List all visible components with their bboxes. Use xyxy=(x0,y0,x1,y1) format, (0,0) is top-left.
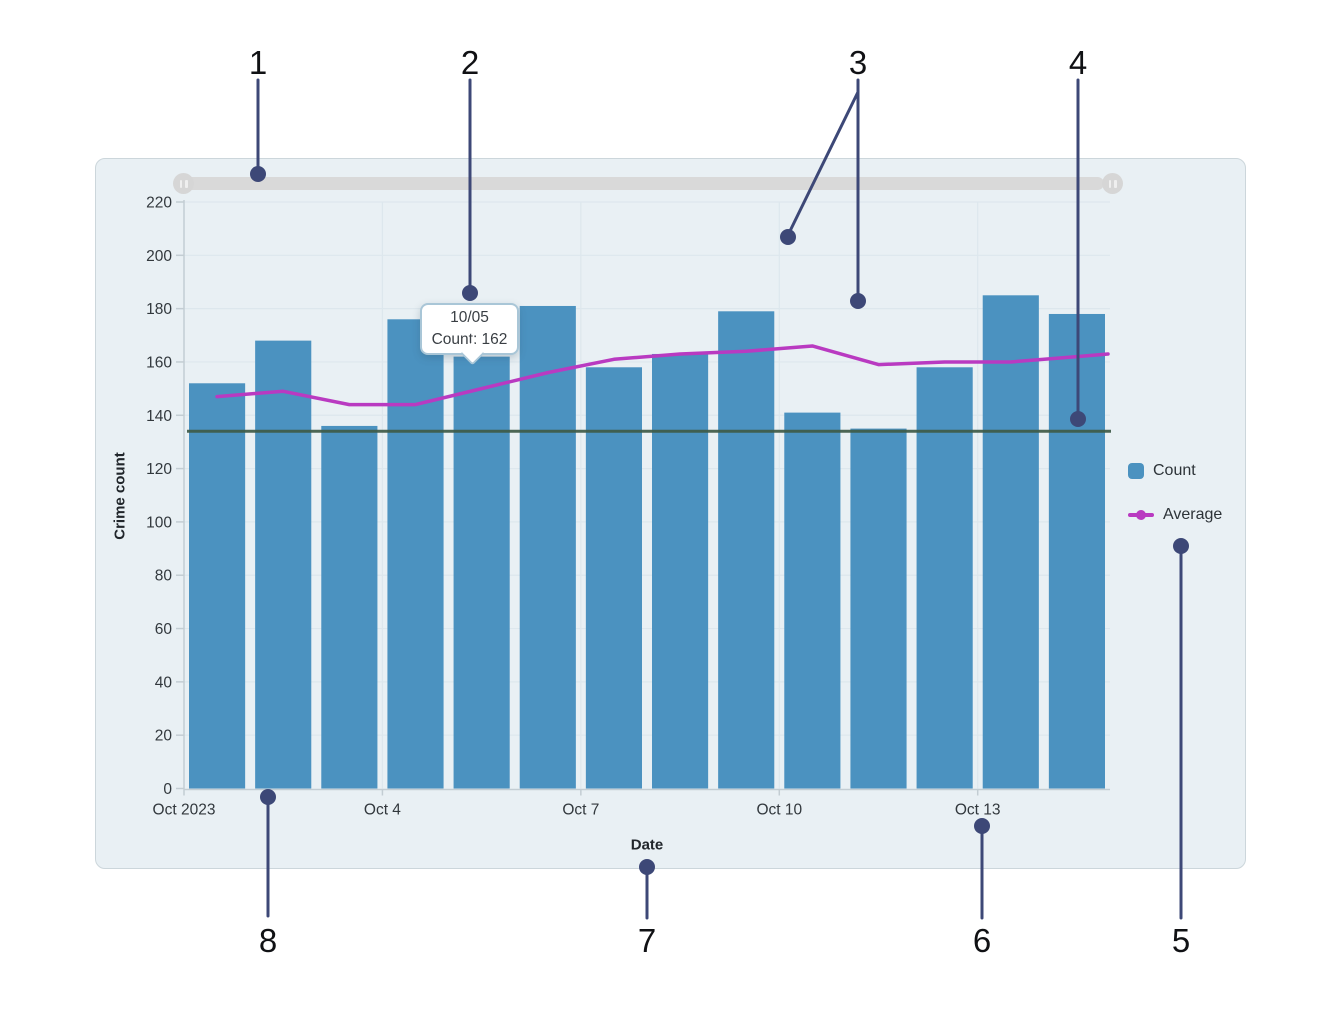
average-line-marker-icon xyxy=(1128,509,1154,520)
y-tick-label: 180 xyxy=(146,301,172,318)
average-line xyxy=(215,344,1110,407)
legend-item-average[interactable]: Average xyxy=(1128,506,1222,524)
tooltip: 10/05 Count: 162 xyxy=(420,303,519,366)
bar-oct-7[interactable] xyxy=(585,367,642,789)
y-tick-label: 220 xyxy=(146,195,172,212)
count-swatch-icon xyxy=(1128,463,1144,479)
x-tick-label: Oct 2023 xyxy=(153,802,216,819)
tooltip-date: 10/05 xyxy=(450,308,489,326)
callout-number-time-slider: 1 xyxy=(248,44,268,81)
bar-oct-4[interactable] xyxy=(387,319,444,789)
bar-oct-5[interactable] xyxy=(453,356,510,789)
legend-label: Count xyxy=(1153,462,1196,479)
bar-oct-2[interactable] xyxy=(255,340,312,789)
bar-oct-8[interactable] xyxy=(652,353,709,789)
y-tick-label: 60 xyxy=(155,621,173,638)
slider-left-handle[interactable] xyxy=(173,173,194,194)
y-tick-label: 140 xyxy=(146,408,172,425)
bar-oct-9[interactable] xyxy=(718,311,775,789)
x-tick-label: Oct 7 xyxy=(562,802,599,819)
callout-number-axis-line: 8 xyxy=(258,922,278,959)
bar-oct-13[interactable] xyxy=(982,295,1039,789)
slider-right-handle[interactable] xyxy=(1102,173,1123,194)
pause-icon xyxy=(1108,179,1117,188)
callout-number-axis-labels: 6 xyxy=(972,922,992,959)
callout-number-guide-line: 4 xyxy=(1068,44,1088,81)
y-tick-label: 100 xyxy=(146,514,172,531)
x-axis-title: Date xyxy=(630,836,664,854)
callout-number-axis-title: 7 xyxy=(637,922,657,959)
legend-label: Average xyxy=(1163,506,1223,523)
y-tick-label: 80 xyxy=(155,568,173,585)
y-tick-label: 40 xyxy=(155,674,173,691)
bar-oct-10[interactable] xyxy=(784,412,841,789)
y-tick-label: 120 xyxy=(146,461,172,478)
bar-oct-12[interactable] xyxy=(916,367,973,789)
time-slider-track[interactable] xyxy=(176,177,1104,190)
y-tick-label: 0 xyxy=(163,781,172,798)
callout-number-legend: 5 xyxy=(1171,922,1191,959)
callout-number-tooltip: 2 xyxy=(460,44,480,81)
y-tick-label: 20 xyxy=(155,728,173,745)
bar-oct-3[interactable] xyxy=(321,425,378,789)
x-tick-label: Oct 10 xyxy=(756,802,802,819)
x-tick-label: Oct 4 xyxy=(364,802,401,819)
bar-oct-11[interactable] xyxy=(850,428,907,789)
legend: Count Average xyxy=(1128,462,1222,524)
bar-oct-6[interactable] xyxy=(519,305,576,789)
x-tick-label: Oct 13 xyxy=(955,802,1001,819)
y-axis-title: Crime count xyxy=(111,452,129,540)
bar-oct-14[interactable] xyxy=(1048,313,1105,789)
y-tick-label: 160 xyxy=(146,354,172,371)
y-tick-label: 200 xyxy=(146,248,172,265)
legend-item-count[interactable]: Count xyxy=(1128,462,1222,480)
pause-icon xyxy=(179,179,188,188)
tooltip-value: Count: 162 xyxy=(431,331,508,348)
callout-number-gridlines: 3 xyxy=(848,44,868,81)
bar-oct-1[interactable] xyxy=(189,383,246,789)
